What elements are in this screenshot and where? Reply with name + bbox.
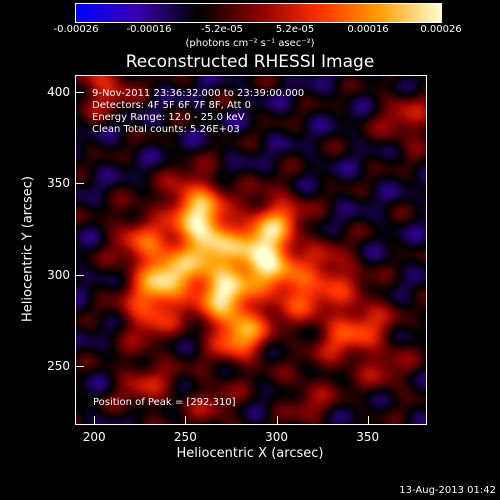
clean-counts-label: Clean Total counts: 5.26E+03	[92, 124, 240, 135]
plot-area	[75, 75, 427, 425]
peak-position-label: Position of Peak = [292,310]	[93, 397, 236, 408]
y-tick-mark	[76, 183, 84, 185]
colorbar-tick-label: -0.00016	[126, 24, 172, 35]
x-tick-label: 300	[265, 430, 288, 444]
x-tick-label: 250	[173, 430, 197, 444]
y-tick-label: 350	[47, 176, 70, 191]
colorbar-tick-label: -0.00026	[53, 24, 99, 35]
y-tick-label: 250	[47, 358, 70, 373]
colorbar-tick-label: 0.00026	[420, 24, 462, 35]
x-tick-mark	[276, 416, 278, 424]
time-range-label: 9-Nov-2011 23:36:32.000 to 23:39:00.000	[92, 88, 305, 99]
x-tick-mark	[367, 416, 369, 424]
colorbar-tick-label: 0.00016	[347, 24, 389, 35]
colorbar-tick-label: -5.2e-05	[201, 24, 243, 35]
x-tick-mark	[185, 416, 187, 424]
y-tick-mark	[76, 92, 84, 94]
x-tick-label: 200	[82, 430, 106, 444]
x-tick-label: 350	[356, 430, 380, 444]
footer-date: 13-Aug-2013 01:42	[399, 485, 496, 496]
y-tick-label: 300	[47, 267, 70, 282]
energy-range-label: Energy Range: 12.0 - 25.0 keV	[92, 112, 245, 123]
y-tick-mark	[76, 274, 84, 276]
y-axis-label: Heliocentric Y (arcsec)	[20, 176, 36, 322]
colorbar-tick-label: 5.2e-05	[275, 24, 315, 35]
y-tick-mark	[76, 365, 84, 367]
x-tick-mark	[94, 416, 96, 424]
chart-title: Reconstructed RHESSI Image	[125, 52, 375, 72]
colorbar-units: (photons cm⁻² s⁻¹ asec⁻²)	[185, 38, 315, 49]
x-axis-label: Heliocentric X (arcsec)	[176, 446, 324, 461]
colorbar	[75, 3, 442, 23]
detectors-label: Detectors: 4F 5F 6F 7F 8F, Att 0	[92, 100, 252, 111]
heatmap-image	[76, 76, 426, 424]
y-tick-label: 400	[47, 85, 70, 100]
